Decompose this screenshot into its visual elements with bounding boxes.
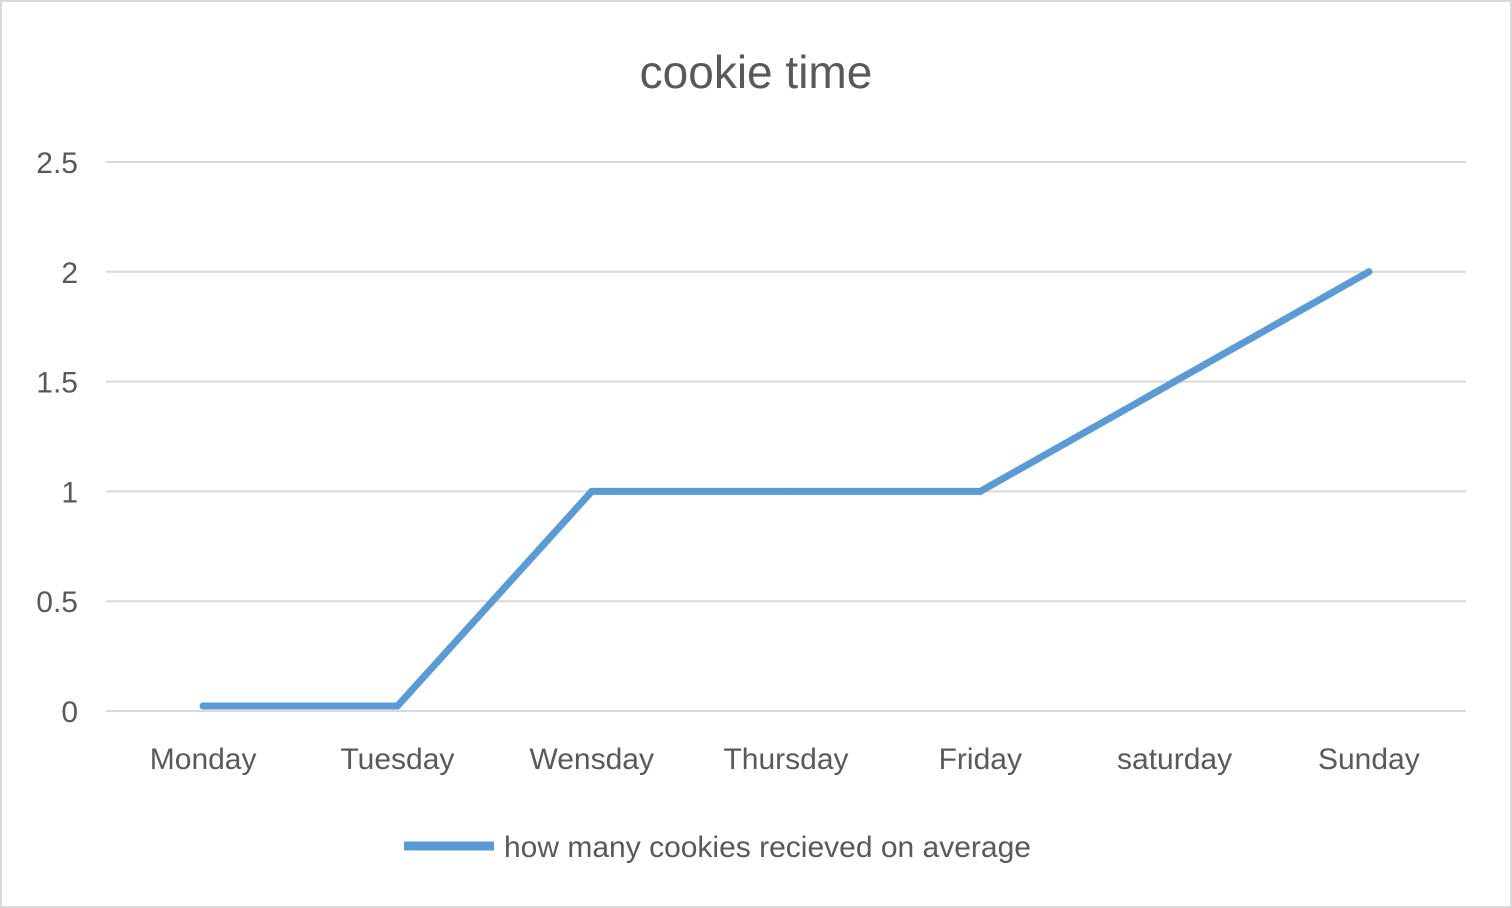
data-point — [393, 702, 401, 710]
data-point — [782, 487, 790, 495]
y-tick-label: 1.5 — [36, 367, 78, 400]
data-point — [1171, 378, 1179, 386]
y-tick-label: 2 — [61, 257, 78, 290]
data-point — [199, 702, 207, 710]
x-tick-label: Friday — [939, 743, 1022, 776]
x-tick-label: Wensday — [529, 743, 654, 776]
x-axis-ticks: Monday Tuesday Wensday Thursday Friday saturd… — [150, 743, 1420, 776]
y-tick-label: 1 — [61, 476, 78, 509]
x-tick-label: Sunday — [1318, 743, 1420, 776]
y-axis-ticks: 0 0.5 1 1.5 2 2.5 — [36, 147, 78, 729]
series-layer — [199, 268, 1373, 710]
y-tick-label: 0.5 — [36, 586, 78, 619]
data-point — [1365, 268, 1373, 276]
data-point — [588, 487, 596, 495]
gridlines — [106, 161, 1466, 712]
x-tick-label: Tuesday — [340, 743, 454, 776]
x-tick-label: Thursday — [723, 743, 848, 776]
x-tick-label: Monday — [150, 743, 257, 776]
y-tick-label: 2.5 — [36, 147, 78, 180]
legend-label: how many cookies recieved on average — [504, 831, 1031, 864]
y-tick-label: 0 — [61, 696, 78, 729]
legend: how many cookies recieved on average — [404, 831, 1031, 864]
data-point — [976, 487, 984, 495]
x-tick-label: saturday — [1117, 743, 1232, 776]
chart-title: cookie time — [640, 46, 873, 98]
